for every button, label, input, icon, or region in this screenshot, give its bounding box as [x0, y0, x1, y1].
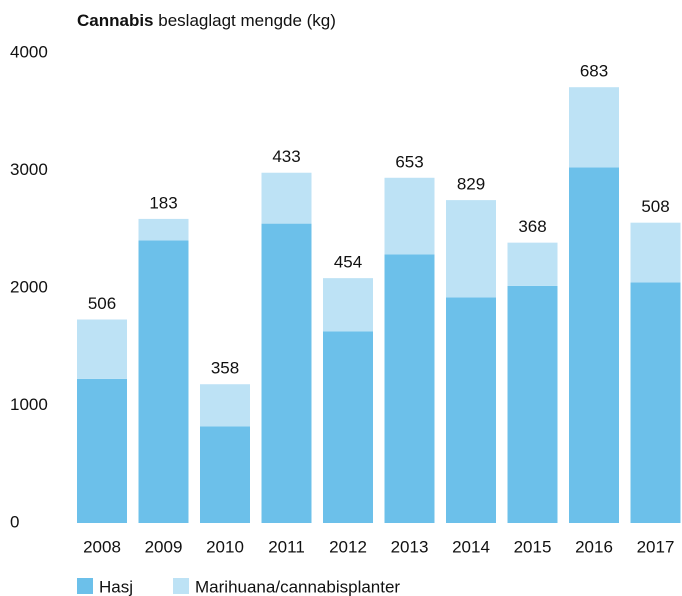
legend-swatch — [77, 578, 93, 594]
x-tick-label: 2012 — [329, 537, 367, 556]
bar-segment — [323, 331, 373, 523]
bar-segment — [138, 218, 189, 241]
bar-segment — [261, 172, 312, 224]
value-label: 433 — [272, 147, 300, 166]
x-tick-label: 2013 — [391, 537, 429, 556]
value-label: 506 — [88, 294, 116, 313]
bar-segment — [446, 200, 496, 298]
bar-segment — [200, 426, 250, 523]
value-label: 653 — [395, 152, 423, 171]
bar-segment — [630, 222, 681, 283]
x-tick-label: 2017 — [637, 537, 675, 556]
bar-segment — [384, 177, 435, 255]
chart-title: Cannabis beslaglagt mengde (kg) — [77, 11, 336, 30]
value-label: 683 — [580, 62, 608, 81]
x-tick-label: 2011 — [268, 537, 305, 556]
value-label: 368 — [518, 217, 546, 236]
y-tick-label: 4000 — [10, 42, 48, 61]
y-tick-label: 3000 — [10, 160, 48, 179]
bar-segment — [446, 297, 496, 523]
x-tick-label: 2016 — [575, 537, 613, 556]
bar-segment — [323, 278, 373, 332]
legend-label: Marihuana/cannabisplanter — [195, 577, 400, 596]
value-label: 358 — [211, 359, 239, 378]
title-rest: beslaglagt mengde (kg) — [158, 11, 336, 30]
bar-segment — [630, 282, 681, 523]
value-label: 454 — [334, 253, 362, 272]
bar-segment — [507, 242, 558, 286]
x-tick-label: 2008 — [83, 537, 121, 556]
y-tick-label: 2000 — [10, 277, 48, 296]
bar-segment — [384, 254, 435, 523]
value-label: 508 — [641, 197, 669, 216]
y-tick-label: 1000 — [10, 395, 48, 414]
bar-segment — [569, 167, 619, 523]
title-bold: Cannabis — [77, 11, 154, 30]
y-tick-label: 0 — [10, 512, 19, 531]
x-tick-label: 2009 — [145, 537, 183, 556]
bar-segment — [261, 223, 312, 524]
bar-segment — [507, 285, 558, 523]
bar-segment — [569, 87, 619, 168]
x-tick-label: 2015 — [514, 537, 552, 556]
bar-segment — [200, 384, 250, 427]
bar-segment — [77, 378, 127, 523]
bar-segment — [77, 319, 127, 379]
legend-label: Hasj — [99, 577, 133, 596]
value-label: 829 — [457, 175, 485, 194]
x-tick-label: 2010 — [206, 537, 244, 556]
x-tick-label: 2014 — [452, 537, 490, 556]
legend-swatch — [173, 578, 190, 594]
bar-segment — [138, 240, 189, 523]
value-label: 183 — [149, 193, 177, 212]
